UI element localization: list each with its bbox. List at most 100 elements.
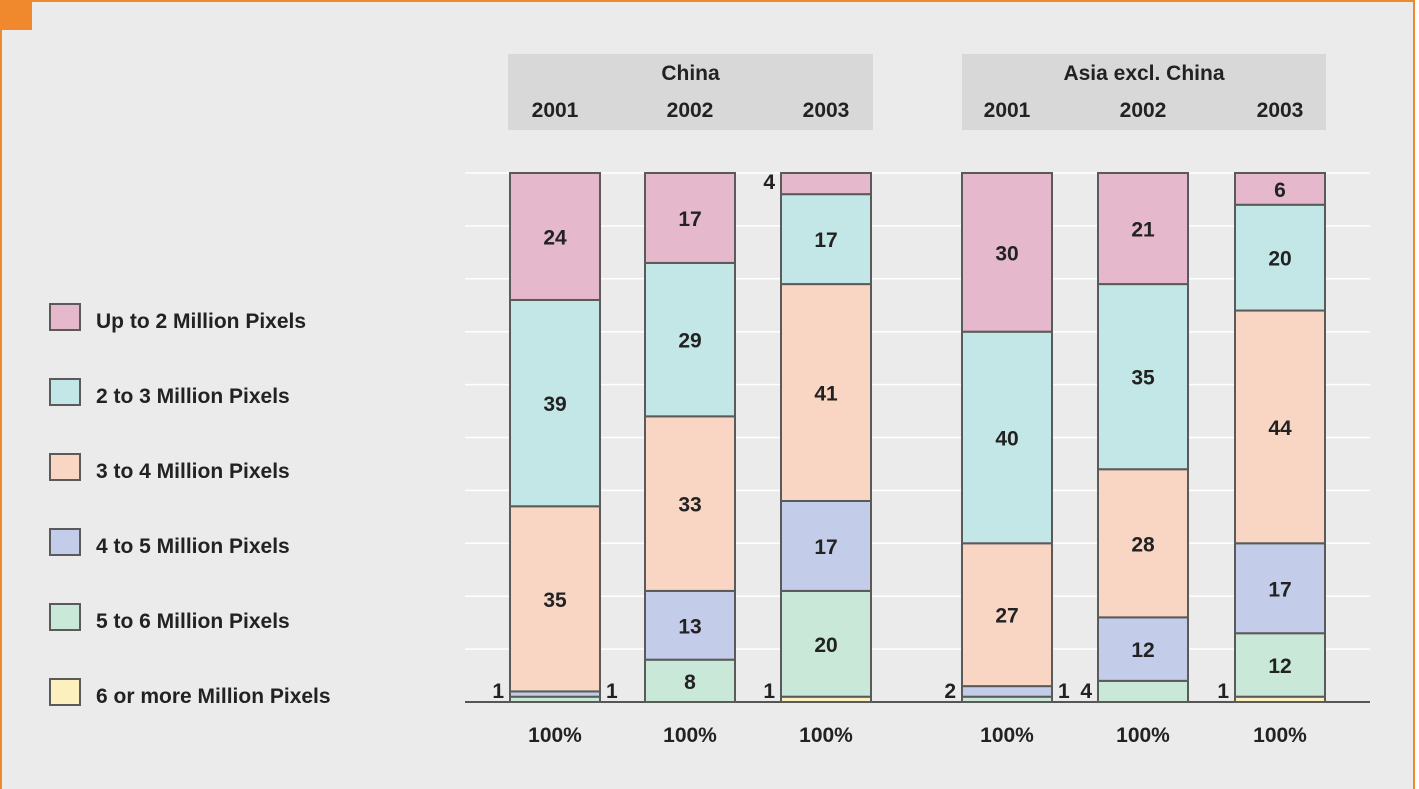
data-label: 35 bbox=[543, 589, 567, 612]
legend-swatch bbox=[49, 378, 81, 406]
bar-stack: 4 12 28 35 21 bbox=[1080, 172, 1189, 704]
total-label: 100% bbox=[980, 724, 1034, 747]
data-label: 29 bbox=[678, 330, 701, 353]
data-label: 35 bbox=[1131, 367, 1155, 390]
legend-label: 4 to 5 Million Pixels bbox=[96, 535, 290, 558]
data-label: 20 bbox=[814, 634, 837, 657]
legend-label: 3 to 4 Million Pixels bbox=[96, 460, 290, 483]
legend-item: Up to 2 Million Pixels bbox=[49, 303, 306, 333]
bar-segment bbox=[509, 298, 601, 508]
total-label: 100% bbox=[1116, 724, 1170, 747]
year-label: 2003 bbox=[1257, 99, 1304, 122]
legend-swatch bbox=[49, 603, 81, 631]
bar-segment bbox=[1097, 679, 1189, 704]
bar-stack: 1 1 35 39 24 bbox=[492, 172, 618, 704]
corner-accent bbox=[2, 2, 32, 30]
legend: Up to 2 Million Pixels 2 to 3 Million Pix… bbox=[49, 303, 331, 708]
year-label: 2002 bbox=[1120, 99, 1167, 122]
bar-stack: 1 2 27 40 30 bbox=[944, 172, 1070, 704]
data-label: 40 bbox=[995, 428, 1018, 451]
bar-stack: 8 13 33 29 17 bbox=[644, 172, 736, 703]
legend-label: Up to 2 Million Pixels bbox=[96, 310, 306, 333]
legend-item: 4 to 5 Million Pixels bbox=[49, 528, 290, 558]
group-name: China bbox=[661, 62, 720, 85]
bar-segment bbox=[961, 330, 1053, 545]
bar-segment bbox=[780, 193, 872, 286]
group-header-box bbox=[508, 54, 873, 130]
bar-segment bbox=[509, 172, 601, 301]
data-label: 21 bbox=[1131, 219, 1155, 242]
group-header-1: Asia excl. China 2001 2002 2003 bbox=[962, 54, 1326, 130]
data-label: 30 bbox=[995, 242, 1018, 265]
legend-label: 6 or more Million Pixels bbox=[96, 685, 331, 708]
bar-segment bbox=[780, 172, 872, 196]
bar-segment bbox=[509, 505, 601, 693]
legend-label: 5 to 6 Million Pixels bbox=[96, 610, 290, 633]
data-label: 17 bbox=[814, 229, 837, 252]
data-label: 1 bbox=[1058, 680, 1070, 703]
year-label: 2001 bbox=[984, 99, 1031, 122]
data-label: 8 bbox=[684, 671, 696, 694]
data-label: 4 bbox=[1080, 680, 1092, 703]
group-headers: China 2001 2002 2003 Asia excl. China 2001 200… bbox=[508, 54, 1326, 130]
data-label: 2 bbox=[944, 680, 956, 703]
legend-swatch bbox=[49, 678, 81, 706]
data-label: 33 bbox=[678, 494, 701, 517]
data-label: 4 bbox=[763, 171, 775, 194]
data-label: 1 bbox=[492, 680, 504, 703]
bar-segment bbox=[1234, 172, 1326, 206]
data-label: 24 bbox=[543, 226, 567, 249]
data-label: 13 bbox=[678, 615, 701, 638]
bar-stack: 1 20 17 41 17 4 bbox=[763, 171, 872, 704]
bar-segment bbox=[644, 172, 736, 264]
bar-segment bbox=[644, 589, 736, 661]
bar-segment bbox=[1234, 309, 1326, 545]
legend-item: 5 to 6 Million Pixels bbox=[49, 603, 290, 633]
legend-swatch bbox=[49, 303, 81, 331]
year-label: 2001 bbox=[532, 99, 579, 122]
legend-item: 3 to 4 Million Pixels bbox=[49, 453, 290, 483]
bar-segment bbox=[1097, 172, 1189, 286]
legend-item: 6 or more Million Pixels bbox=[49, 678, 331, 708]
group-header-0: China 2001 2002 2003 bbox=[508, 54, 873, 130]
total-label: 100% bbox=[799, 724, 853, 747]
gridlines bbox=[465, 172, 1370, 703]
data-label: 27 bbox=[995, 605, 1018, 628]
total-label: 100% bbox=[663, 724, 717, 747]
bar-segment bbox=[961, 542, 1053, 688]
legend-item: 2 to 3 Million Pixels bbox=[49, 378, 290, 408]
year-label: 2003 bbox=[803, 99, 850, 122]
data-label: 39 bbox=[543, 393, 566, 416]
data-label: 1 bbox=[606, 680, 618, 703]
legend-swatch bbox=[49, 453, 81, 481]
legend-swatch bbox=[49, 528, 81, 556]
bars: 1135392481333291712017411741227403041228… bbox=[492, 171, 1326, 704]
group-name: Asia excl. China bbox=[1063, 62, 1224, 85]
data-label: 17 bbox=[1268, 578, 1291, 601]
bar-segment bbox=[644, 261, 736, 418]
bar-segment bbox=[1234, 203, 1326, 312]
data-label: 12 bbox=[1268, 655, 1291, 678]
bar-segment bbox=[961, 685, 1053, 698]
data-label: 17 bbox=[814, 536, 837, 559]
year-label: 2002 bbox=[667, 99, 714, 122]
bar-segment bbox=[644, 415, 736, 592]
data-label: 17 bbox=[678, 208, 701, 231]
data-label: 12 bbox=[1131, 639, 1154, 662]
bar-segment bbox=[780, 283, 872, 502]
data-label: 28 bbox=[1131, 533, 1155, 556]
total-labels: 100% 100% 100% 100% 100% 100% bbox=[528, 724, 1307, 747]
bar-segment bbox=[961, 172, 1053, 333]
bar-segment bbox=[780, 499, 872, 592]
data-label: 20 bbox=[1268, 248, 1291, 271]
bar-segment bbox=[644, 658, 736, 703]
data-label: 1 bbox=[1217, 680, 1229, 703]
data-label: 1 bbox=[763, 680, 775, 703]
data-label: 41 bbox=[814, 383, 838, 406]
bar-segment bbox=[1234, 542, 1326, 635]
bar-stack: 1 12 17 44 20 6 bbox=[1217, 172, 1326, 704]
data-label: 6 bbox=[1274, 179, 1286, 202]
total-label: 100% bbox=[1253, 724, 1307, 747]
legend-label: 2 to 3 Million Pixels bbox=[96, 385, 290, 408]
